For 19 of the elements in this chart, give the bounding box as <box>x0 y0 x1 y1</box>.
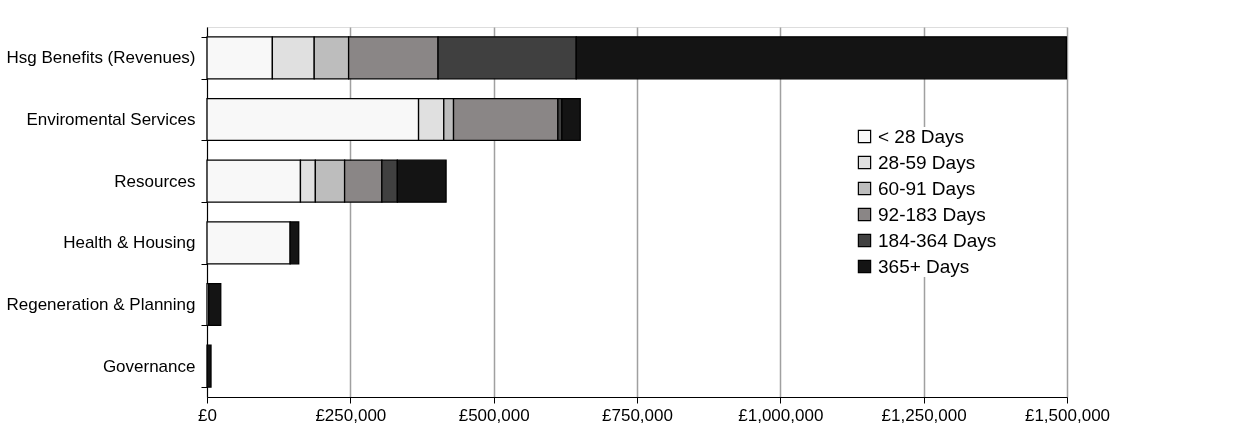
y-tick-label: Regeneration & Planning <box>6 295 196 314</box>
legend-label: 184-364 Days <box>878 229 997 251</box>
x-tick-label: £1,000,000 <box>738 405 824 425</box>
x-tick-label: £1,500,000 <box>1024 405 1111 425</box>
legend-label: 365+ Days <box>878 255 970 277</box>
y-tick-label: Enviromental Services <box>26 110 196 129</box>
x-tick-label: £1,250,000 <box>881 405 967 425</box>
x-tick-label: £0 <box>198 405 217 425</box>
y-tick-label: Health & Housing <box>63 233 196 253</box>
legend-label: 28-59 Days <box>878 151 976 173</box>
legend-label: < 28 Days <box>878 125 965 147</box>
y-tick-label: Hsg Benefits (Revenues) <box>6 48 196 68</box>
legend-label: 92-183 Days <box>878 203 986 225</box>
legend-label: 60-91 Days <box>878 177 976 199</box>
x-tick-label: £250,000 <box>315 405 387 425</box>
x-tick-label: £750,000 <box>602 405 673 425</box>
x-tick-label: £500,000 <box>458 405 530 425</box>
y-tick-label: Resources <box>114 171 196 191</box>
y-tick-label: Governance <box>102 356 196 376</box>
